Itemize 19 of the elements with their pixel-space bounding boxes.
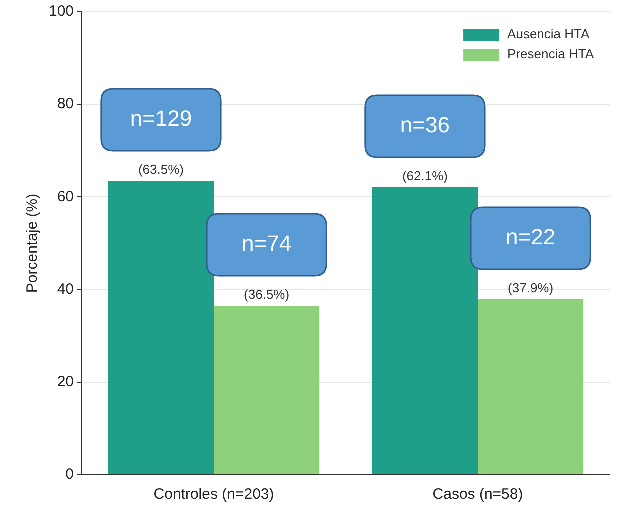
x-tick-label: Casos (n=58): [432, 486, 524, 504]
legend-label: Presencia HTA: [508, 46, 594, 62]
annotation: n=22: [506, 224, 556, 250]
annotation: n=129: [130, 106, 192, 132]
legend-label: Ausencia HTA: [508, 26, 590, 42]
x-tick-label: Controles (n=203): [154, 486, 274, 504]
annotation: n=74: [242, 231, 292, 256]
y-tick-label: 100: [48, 3, 74, 20]
y-tick-label: 0: [66, 466, 74, 484]
data-label: (62.1%): [402, 168, 448, 184]
data-label: (63.5%): [138, 162, 184, 178]
data-label: (36.5%): [244, 287, 290, 302]
y-axis-title: Porcentaje (%): [24, 194, 42, 294]
y-tick-label: 40: [57, 280, 74, 298]
y-tick-label: 80: [57, 96, 74, 113]
y-tick-label: 60: [57, 188, 74, 206]
annotation: n=36: [400, 112, 450, 138]
data-label: (37.9%): [508, 280, 554, 296]
y-tick-label: 20: [57, 374, 74, 391]
